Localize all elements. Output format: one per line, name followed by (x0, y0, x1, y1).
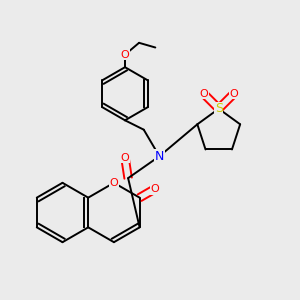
Text: O: O (230, 89, 238, 99)
Text: O: O (150, 184, 159, 194)
Text: O: O (121, 50, 129, 60)
Text: O: O (110, 178, 118, 188)
Text: S: S (215, 102, 223, 115)
Text: O: O (200, 89, 208, 99)
Text: O: O (121, 153, 129, 163)
Text: N: N (155, 150, 164, 163)
